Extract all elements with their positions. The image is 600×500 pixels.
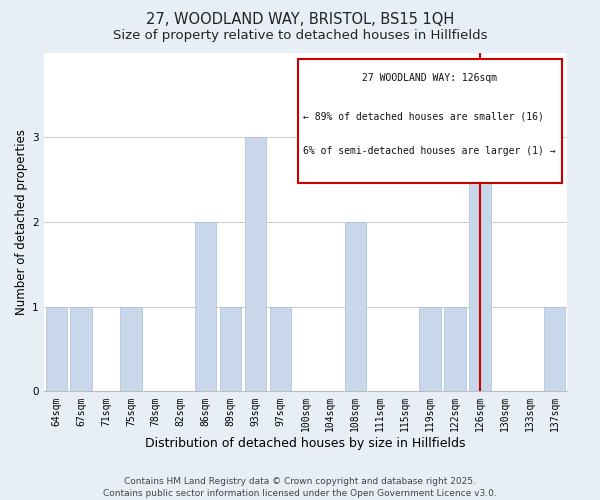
- Bar: [245, 137, 266, 392]
- FancyBboxPatch shape: [298, 60, 562, 183]
- Text: ← 89% of detached houses are smaller (16): ← 89% of detached houses are smaller (16…: [303, 112, 544, 122]
- Text: 27, WOODLAND WAY, BRISTOL, BS15 1QH: 27, WOODLAND WAY, BRISTOL, BS15 1QH: [146, 12, 454, 28]
- Bar: [544, 306, 565, 392]
- Text: 6% of semi-detached houses are larger (1) →: 6% of semi-detached houses are larger (1…: [303, 146, 556, 156]
- Bar: [121, 306, 142, 392]
- Bar: [419, 306, 440, 392]
- Text: Size of property relative to detached houses in Hillfields: Size of property relative to detached ho…: [113, 29, 487, 42]
- Bar: [220, 306, 241, 392]
- Bar: [469, 137, 491, 392]
- Bar: [70, 306, 92, 392]
- X-axis label: Distribution of detached houses by size in Hillfields: Distribution of detached houses by size …: [145, 437, 466, 450]
- Bar: [344, 222, 366, 392]
- Text: Contains HM Land Registry data © Crown copyright and database right 2025.
Contai: Contains HM Land Registry data © Crown c…: [103, 476, 497, 498]
- Bar: [445, 306, 466, 392]
- Y-axis label: Number of detached properties: Number of detached properties: [15, 129, 28, 315]
- Text: 27 WOODLAND WAY: 126sqm: 27 WOODLAND WAY: 126sqm: [362, 73, 497, 83]
- Bar: [46, 306, 67, 392]
- Bar: [270, 306, 291, 392]
- Bar: [195, 222, 216, 392]
